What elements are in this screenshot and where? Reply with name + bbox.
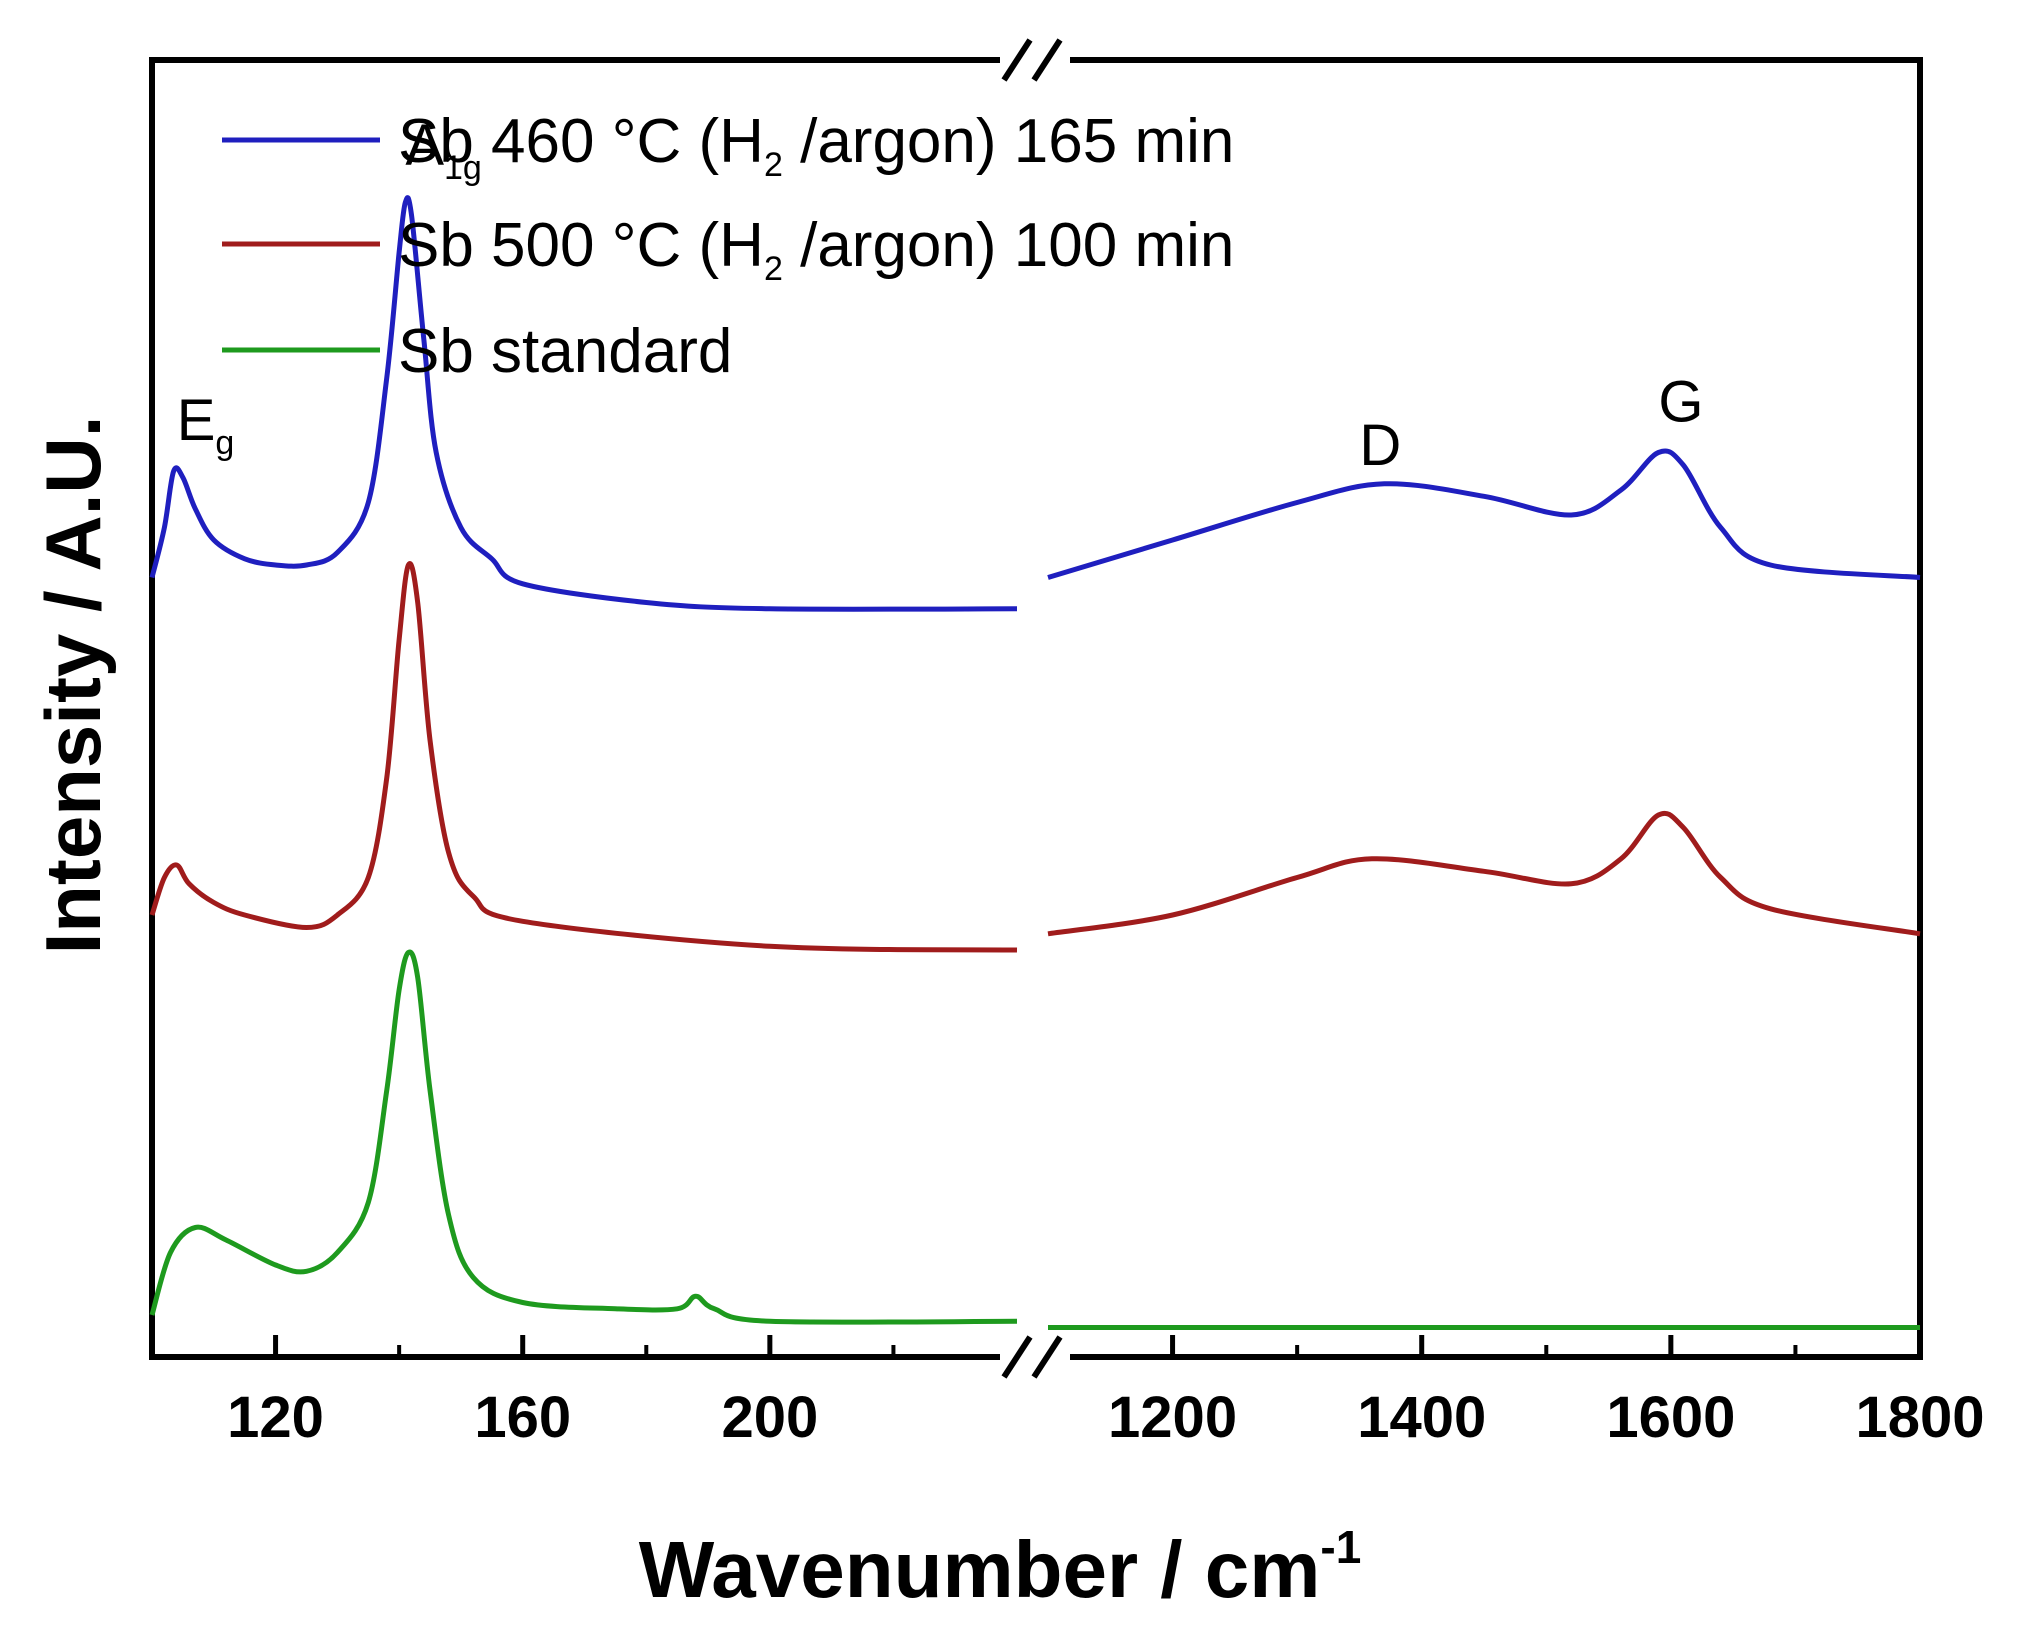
legend-label-460: Sb 460 °C (H2 /argon) 165 min <box>398 107 1234 184</box>
x-tick-label-1400: 1400 <box>1357 1385 1486 1450</box>
x-axis-title-main: Wavenumber / cm <box>639 1525 1321 1614</box>
legend: Sb 460 °C (H2 /argon) 165 min Sb 500 °C … <box>222 107 1234 386</box>
series-line-sb-460c-165min-low <box>149 195 1018 612</box>
x-axis-title: Wavenumber / cm-1 <box>639 1521 1362 1614</box>
legend-label-500-main: Sb 500 °C (H <box>398 211 764 280</box>
series-line-sb-460c-165min-high <box>1047 448 1921 580</box>
peak-label-eg: Eg <box>177 388 235 462</box>
peak-label-d: D <box>1359 413 1401 478</box>
series-line-sb-500c-100min-high <box>1047 810 1921 937</box>
x-tick-label-120: 120 <box>227 1385 324 1450</box>
x-tick-label-200: 200 <box>721 1385 818 1450</box>
legend-label-standard: Sb standard <box>398 317 732 386</box>
y-axis-title: Intensity / A.U. <box>29 416 117 955</box>
x-tick-label-1200: 1200 <box>1108 1385 1237 1450</box>
legend-label-460-sub: 2 <box>764 146 783 184</box>
legend-label-500: Sb 500 °C (H2 /argon) 100 min <box>398 211 1234 288</box>
x-axis-title-sup: -1 <box>1320 1521 1361 1573</box>
legend-label-500-sub: 2 <box>764 250 783 288</box>
tick-layer: 120 160 200 1200 1400 1600 1800 <box>150 1335 1985 1450</box>
x-tick-label-1600: 1600 <box>1606 1385 1735 1450</box>
axis-break-bottom <box>1000 1335 1070 1379</box>
series-layer <box>149 195 1921 1331</box>
legend-label-460-main: Sb 460 °C (H <box>398 107 764 176</box>
x-tick-label-160: 160 <box>474 1385 571 1450</box>
axis-break-top <box>1000 38 1070 82</box>
legend-label-500-rest: /argon) 100 min <box>783 211 1234 280</box>
series-line-sb-standard-low <box>149 949 1018 1325</box>
x-tick-label-1800: 1800 <box>1855 1385 1984 1450</box>
annotation-layer: Eg A1g D G <box>177 113 1704 478</box>
series-line-sb-500c-100min-low <box>149 561 1018 953</box>
legend-label-460-rest: /argon) 165 min <box>783 107 1234 176</box>
peak-label-a1g: A1g <box>405 113 482 187</box>
peak-label-g: G <box>1658 369 1703 434</box>
